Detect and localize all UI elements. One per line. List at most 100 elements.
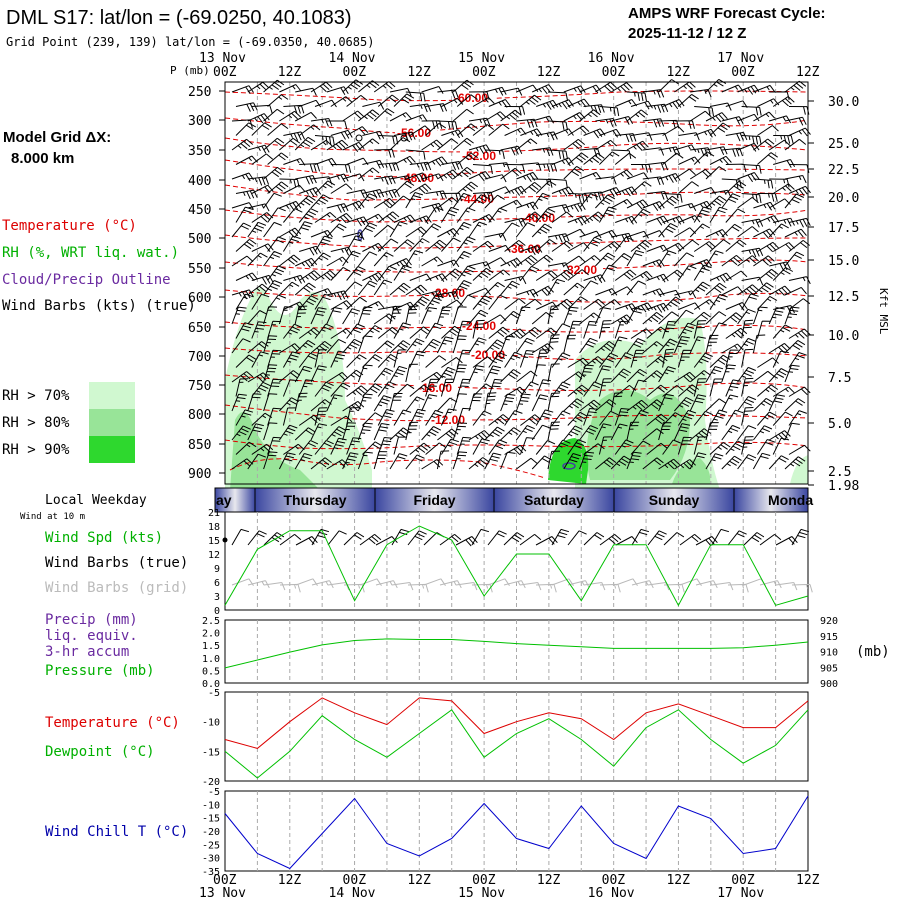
wind-barb xyxy=(346,126,369,136)
wind-barb xyxy=(658,311,679,325)
wind-barb xyxy=(615,133,637,143)
wind-barb xyxy=(599,106,620,117)
wind-barb xyxy=(299,99,322,108)
weekday-segment xyxy=(374,487,495,513)
wind-barb xyxy=(725,327,748,339)
wind-barb xyxy=(294,195,316,209)
wind-barb xyxy=(705,250,724,267)
wind-barb xyxy=(753,178,774,189)
pressure-panel: 2.5 2.01.5 1.00.5 0.0 920 915 910 905 900 (mb) xyxy=(202,616,890,690)
wind-barb xyxy=(377,381,397,397)
wind-barb xyxy=(788,127,811,137)
wind-barb-true xyxy=(519,533,542,546)
wind-barb xyxy=(658,338,678,354)
wind-barb xyxy=(752,334,766,354)
wind-barb xyxy=(741,135,762,145)
y-tick-label: 2.5 xyxy=(202,616,220,627)
wind-barb xyxy=(773,159,796,168)
wind-barb xyxy=(282,235,301,252)
pressure-tick-label: 850 xyxy=(188,438,211,453)
wind-barb xyxy=(741,436,754,455)
wind-barb xyxy=(725,208,746,223)
wind-barb xyxy=(342,338,362,354)
wind-barb xyxy=(342,141,365,153)
wind-barb xyxy=(488,326,510,339)
wind-barb xyxy=(373,279,393,296)
wind-barb xyxy=(231,393,247,412)
wind-barb xyxy=(247,113,270,124)
weekday-label: Saturday xyxy=(524,492,584,508)
pressure-tick-label: 400 xyxy=(188,174,211,189)
wind-barb xyxy=(642,457,664,470)
wind-barb xyxy=(472,164,493,174)
wind-barb xyxy=(373,108,395,122)
wind-barb xyxy=(452,422,468,441)
wind-barb xyxy=(314,235,333,252)
wind-barb xyxy=(595,340,617,354)
wind-barb xyxy=(405,172,428,183)
precip-label: Precip (mm) xyxy=(45,612,138,628)
wind-barb xyxy=(279,110,301,122)
wind-barb xyxy=(251,153,274,165)
pressure-tick-label: 550 xyxy=(188,262,211,277)
legend-temperature: Temperature (°C) xyxy=(2,218,137,234)
wind-barb xyxy=(579,425,599,441)
wind-barb xyxy=(673,423,691,441)
cycle-time: 2025-11-12 / 12 Z xyxy=(628,25,746,42)
wind-barb xyxy=(378,135,399,145)
wind-barb xyxy=(753,370,775,383)
wind-barb xyxy=(330,350,347,368)
wind-barb xyxy=(705,166,727,180)
wind-barb xyxy=(251,381,271,397)
wind-barb xyxy=(547,278,566,296)
y-tick-label: 6 xyxy=(214,578,220,589)
wind-barb xyxy=(456,152,478,165)
wind-barb xyxy=(425,442,447,455)
wind-barb xyxy=(409,161,432,171)
wind-barb xyxy=(768,342,791,354)
wind-barb xyxy=(721,364,736,383)
wind-barb xyxy=(551,186,574,197)
wind-barb xyxy=(772,386,795,397)
wind-barb xyxy=(294,282,316,296)
wind-barb xyxy=(705,282,727,296)
wind-barb xyxy=(757,193,778,202)
wind-barb-grid xyxy=(407,583,429,593)
wind-barb xyxy=(768,368,789,383)
hour-label-bottom: 12Z xyxy=(666,873,690,888)
wind-barb xyxy=(547,334,560,354)
wind-barb xyxy=(753,138,775,151)
y-tick-label: -25 xyxy=(202,840,220,851)
wind-barb-grid xyxy=(471,583,493,593)
wind-barb xyxy=(630,132,653,141)
wind-barb xyxy=(437,291,459,301)
wind-barb xyxy=(504,217,527,227)
wind-barb xyxy=(263,335,278,354)
wind-barb xyxy=(756,439,776,455)
wind-barb xyxy=(468,170,491,182)
wind-barb xyxy=(662,296,683,310)
weekday-label: Monda xyxy=(768,492,813,508)
wind-barb-field xyxy=(231,78,811,470)
wind-barb xyxy=(362,189,385,199)
wind-barb xyxy=(235,322,253,339)
wind-barb xyxy=(611,116,634,125)
wind-barb xyxy=(769,178,790,188)
wind-barb xyxy=(677,436,692,455)
wind-barb xyxy=(488,414,510,426)
wind-barb xyxy=(567,320,582,339)
wind-barb xyxy=(677,265,697,281)
wind-barb xyxy=(520,327,542,339)
wind-barb-true xyxy=(407,530,427,546)
wind-barb xyxy=(283,184,306,194)
wind-barb xyxy=(405,454,425,470)
wind-barb xyxy=(488,186,511,194)
wind-barb-true xyxy=(311,528,330,546)
wind-barb xyxy=(709,441,731,455)
wind-barb xyxy=(614,320,630,339)
wind-barb xyxy=(267,152,289,165)
wind-barb xyxy=(721,254,744,267)
wind-barb xyxy=(788,410,807,426)
wind-barb xyxy=(788,276,811,285)
wind-barb xyxy=(235,272,258,282)
